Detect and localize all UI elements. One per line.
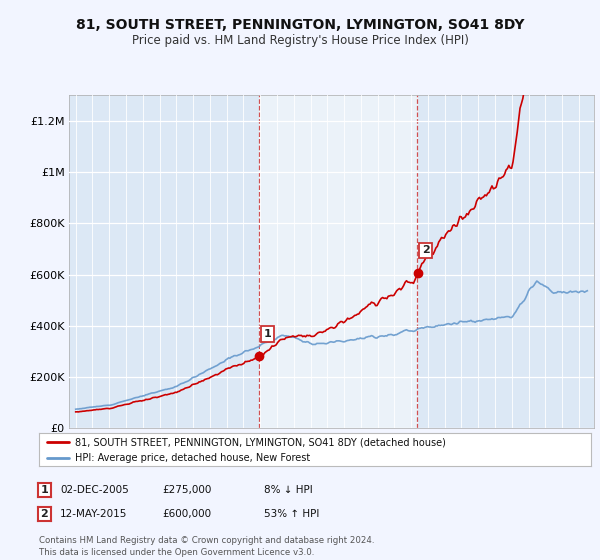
Text: Contains HM Land Registry data © Crown copyright and database right 2024.
This d: Contains HM Land Registry data © Crown c… (39, 536, 374, 557)
Text: HPI: Average price, detached house, New Forest: HPI: Average price, detached house, New … (75, 453, 310, 463)
Text: £600,000: £600,000 (162, 509, 211, 519)
Text: £275,000: £275,000 (162, 485, 211, 495)
Text: 81, SOUTH STREET, PENNINGTON, LYMINGTON, SO41 8DY (detached house): 81, SOUTH STREET, PENNINGTON, LYMINGTON,… (75, 437, 446, 447)
Text: 12-MAY-2015: 12-MAY-2015 (60, 509, 127, 519)
Bar (259, 95, 418, 428)
Text: 81, SOUTH STREET, PENNINGTON, LYMINGTON, SO41 8DY: 81, SOUTH STREET, PENNINGTON, LYMINGTON,… (76, 18, 524, 32)
Text: 2: 2 (41, 509, 48, 519)
Text: Price paid vs. HM Land Registry's House Price Index (HPI): Price paid vs. HM Land Registry's House … (131, 34, 469, 47)
Text: 2: 2 (422, 245, 430, 255)
Text: 1: 1 (41, 485, 48, 495)
Text: 8% ↓ HPI: 8% ↓ HPI (264, 485, 313, 495)
Text: 02-DEC-2005: 02-DEC-2005 (60, 485, 129, 495)
Text: 1: 1 (263, 329, 271, 339)
Text: 53% ↑ HPI: 53% ↑ HPI (264, 509, 319, 519)
